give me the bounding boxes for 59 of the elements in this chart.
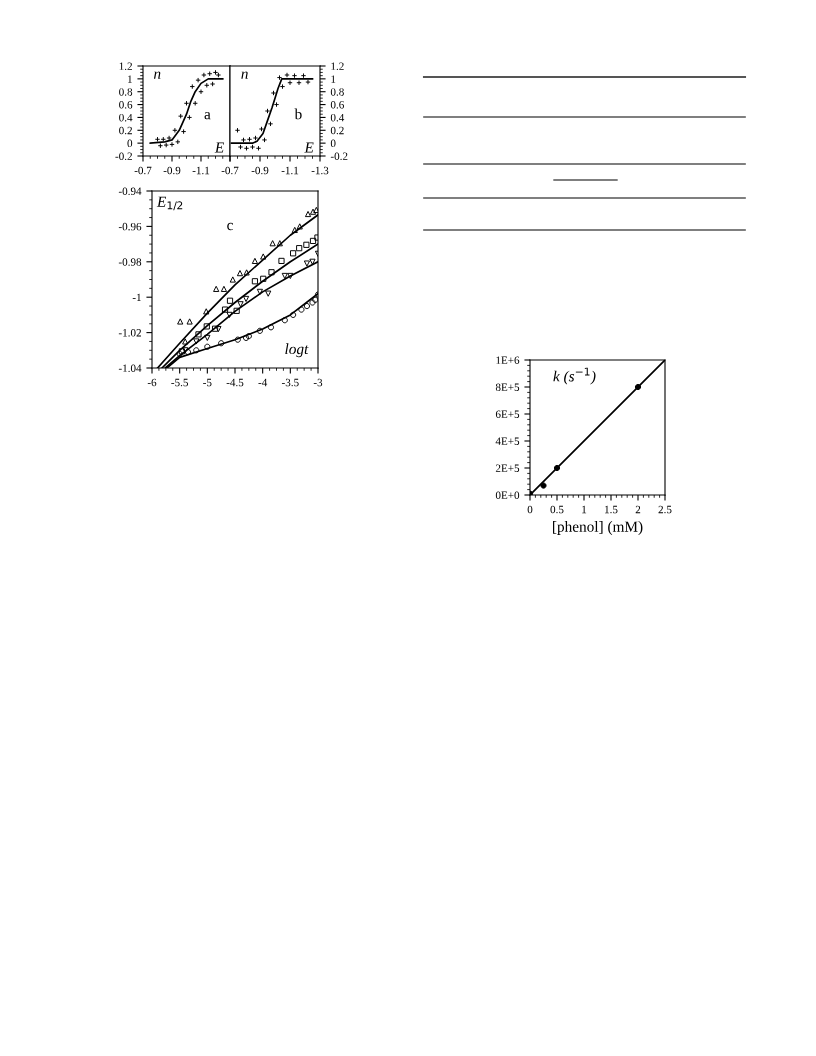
x-tick-label: 0 [527,505,533,514]
y-tick-label: 0.6 [119,101,133,109]
y-tick-label: -0.98 [118,258,142,266]
x-tick-label: 2 [635,505,641,514]
y-tick-label: 0.2 [119,126,132,135]
y-tick-label: 0.2 [330,126,344,135]
y-tick-label: 0 [127,139,133,148]
y-tick-label: 1.2 [331,62,344,71]
y-tick-label: 0E+0 [495,491,520,499]
y-tick-label: -1.02 [118,329,141,337]
y-tick-label: 4E+5 [495,437,520,445]
x-tick-label: -1.1 [192,166,210,175]
x-tick-label: 1 [582,505,587,514]
x-tick-label: 2.5 [658,505,672,514]
x-tick-label: 0.5 [550,505,564,514]
x-axis-title: [phenol] (mM) [553,521,643,535]
x-tick-label: -1.1 [281,166,299,175]
y-tick-label: -1 [132,293,141,302]
y-tick-label: 0.4 [330,113,345,122]
y-tick-label: -0.94 [118,187,142,196]
y-tick-label: -0.2 [115,152,132,161]
y-tick-label: 0 [330,139,336,148]
x-axis-title: E [214,142,224,153]
y-tick-label: 1E+6 [496,356,520,364]
y-tick-label: 0.8 [119,88,133,96]
x-tick-label: 1.5 [605,505,618,514]
x-tick-label: -0.7 [221,166,239,175]
x-tick-label: -3.5 [281,378,299,387]
y-axis-title: n [153,71,161,79]
y-tick-label: 0.6 [330,101,344,109]
x-tick-label: -4.5 [226,378,244,387]
y-tick-label: 1 [128,75,132,83]
text: b [294,108,302,120]
y-axis-title: E$_{1/2}$ [156,196,183,211]
y-axis-title: k (s$^{−1}$) [553,367,596,385]
x-tick-label: -1.3 [311,166,329,175]
y-tick-label: 1 [331,75,336,83]
y-tick-label: 6E+5 [495,410,520,418]
x-tick-label: -6 [147,378,157,387]
y-tick-label: -1.04 [118,364,142,373]
x-axis-title: logt [285,343,309,358]
y-tick-label: -0.2 [330,152,348,161]
x-tick-label: -3 [313,378,323,387]
x-tick-label: -5.5 [171,378,189,387]
x-axis-title: E [304,142,314,153]
y-tick-label: 2E+5 [495,464,520,472]
x-tick-label: -0.9 [163,166,181,175]
y-tick-label: -0.96 [118,222,142,231]
y-tick-label: 0.4 [119,113,133,122]
y-tick-label: 0.8 [330,88,344,96]
y-tick-label: 1.2 [119,62,132,71]
x-tick-label: -4 [258,378,268,387]
y-tick-label: 8E+5 [495,383,520,391]
text: c [227,222,233,231]
text: a [204,112,211,120]
x-tick-label: -0.7 [134,166,152,175]
x-tick-label: -0.9 [251,166,269,175]
y-axis-title: n [241,71,248,79]
x-tick-label: -5 [203,378,212,387]
